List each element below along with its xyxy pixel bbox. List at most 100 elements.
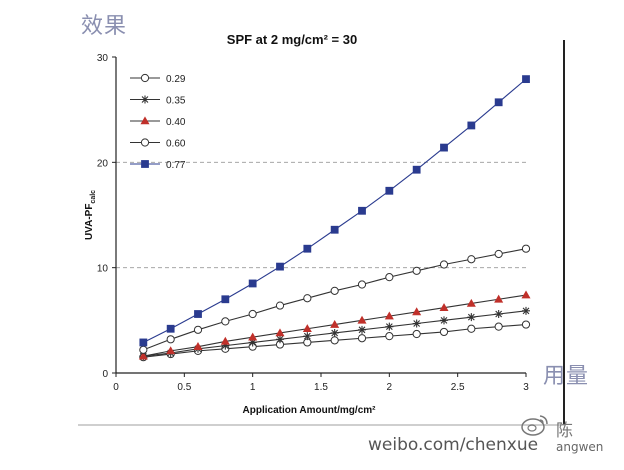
annotation-dosage: 用量 xyxy=(543,364,590,389)
point-060-9 xyxy=(385,273,394,282)
frame-right-edge xyxy=(563,40,565,425)
point-060-3 xyxy=(221,317,230,326)
point-077-14 xyxy=(522,75,530,84)
point-077-12 xyxy=(467,121,476,130)
legend-marker-077 xyxy=(141,160,149,168)
point-029-10 xyxy=(412,329,421,339)
point-060-2 xyxy=(193,325,203,334)
legend-label-060: 0.60 xyxy=(166,139,186,150)
legend-marker-040 xyxy=(140,116,150,125)
point-035-3 xyxy=(221,341,230,350)
point-040-8 xyxy=(357,315,367,324)
x-tick-label-0.5: 0.5 xyxy=(177,382,191,393)
watermark-url: weibo.com/chenxue xyxy=(368,435,539,455)
point-060-11 xyxy=(439,260,449,269)
point-040-3 xyxy=(220,336,230,345)
legend-marker-029 xyxy=(140,73,150,83)
point-060-5 xyxy=(275,301,285,310)
point-040-4 xyxy=(248,332,258,341)
point-040-5 xyxy=(275,328,285,337)
point-035-7 xyxy=(330,328,339,337)
point-035-8 xyxy=(358,325,366,334)
point-040-0 xyxy=(138,351,148,360)
point-060-4 xyxy=(248,309,257,319)
point-040-6 xyxy=(302,324,312,333)
point-035-14 xyxy=(522,306,530,315)
grid xyxy=(116,161,526,269)
point-077-10 xyxy=(412,165,421,174)
point-035-4 xyxy=(248,338,257,347)
point-060-12 xyxy=(467,255,476,264)
point-035-13 xyxy=(494,310,503,319)
point-040-2 xyxy=(193,342,203,350)
point-077-1 xyxy=(166,324,175,333)
point-035-9 xyxy=(385,322,394,331)
point-029-13 xyxy=(494,322,503,331)
y-axis-label: UVA-PFcalc xyxy=(84,190,97,240)
frame-bottom-edge xyxy=(78,424,565,426)
point-035-5 xyxy=(276,335,284,344)
y-tick-label-20: 20 xyxy=(97,158,109,169)
x-tick-label-3: 3 xyxy=(523,382,529,393)
legend: 0.29 0.35 0.40 0.60 0.77 xyxy=(130,73,186,171)
legend-label-035: 0.35 xyxy=(166,96,186,107)
point-077-8 xyxy=(358,206,366,215)
point-060-14 xyxy=(521,244,531,253)
point-060-0 xyxy=(139,345,148,354)
point-040-11 xyxy=(439,303,449,311)
point-040-13 xyxy=(494,294,504,303)
legend-marker-035 xyxy=(141,95,149,104)
annotation-effect: 效果 xyxy=(81,14,128,39)
point-060-13 xyxy=(494,249,503,259)
point-077-2 xyxy=(194,310,202,318)
point-060-1 xyxy=(166,335,175,344)
point-040-7 xyxy=(330,319,340,328)
x-tick-label-0: 0 xyxy=(113,382,119,393)
point-077-0 xyxy=(139,338,148,347)
point-077-13 xyxy=(494,98,503,107)
point-077-5 xyxy=(276,262,284,271)
legend-marker-060 xyxy=(140,138,150,147)
point-040-1 xyxy=(166,346,176,355)
point-029-9 xyxy=(385,332,394,341)
point-040-10 xyxy=(412,307,422,316)
point-077-3 xyxy=(221,295,230,304)
point-077-11 xyxy=(440,143,448,152)
point-035-10 xyxy=(412,319,421,328)
point-040-14 xyxy=(521,290,531,299)
axes: 0 10 20 30 0 0.5 1 1.5 2 2.5 3 xyxy=(97,53,529,393)
chart-title: SPF at 2 mg/cm² = 30 xyxy=(227,32,357,47)
point-060-7 xyxy=(330,286,339,295)
legend-label-077: 0.77 xyxy=(166,160,186,171)
point-029-12 xyxy=(467,324,476,333)
x-tick-label-2.5: 2.5 xyxy=(451,382,465,393)
point-060-10 xyxy=(412,266,421,275)
point-029-11 xyxy=(439,327,449,337)
point-040-12 xyxy=(466,298,476,307)
x-tick-label-1: 1 xyxy=(250,382,256,393)
series-group xyxy=(138,75,531,362)
legend-label-029: 0.29 xyxy=(166,74,186,85)
point-035-11 xyxy=(440,316,448,325)
x-axis-label: Application Amount/mg/cm² xyxy=(243,405,377,416)
point-077-6 xyxy=(303,244,312,253)
point-029-8 xyxy=(357,334,367,343)
point-035-12 xyxy=(467,313,476,322)
series-line-077 xyxy=(143,78,527,343)
x-tick-label-1.5: 1.5 xyxy=(314,382,328,393)
point-029-7 xyxy=(330,336,339,345)
x-tick-label-2: 2 xyxy=(387,382,393,393)
y-tick-label-30: 30 xyxy=(97,53,109,64)
y-tick-label-0: 0 xyxy=(102,369,108,380)
y-tick-label-10: 10 xyxy=(97,264,109,275)
legend-label-040: 0.40 xyxy=(166,117,186,128)
watermark-tail: angwen xyxy=(556,440,604,454)
point-060-6 xyxy=(303,294,312,303)
point-077-9 xyxy=(385,186,394,195)
point-040-9 xyxy=(384,311,394,320)
weibo-logo-icon xyxy=(521,415,548,436)
point-077-4 xyxy=(248,279,257,288)
y-axis-label-sub: calc xyxy=(90,190,97,204)
